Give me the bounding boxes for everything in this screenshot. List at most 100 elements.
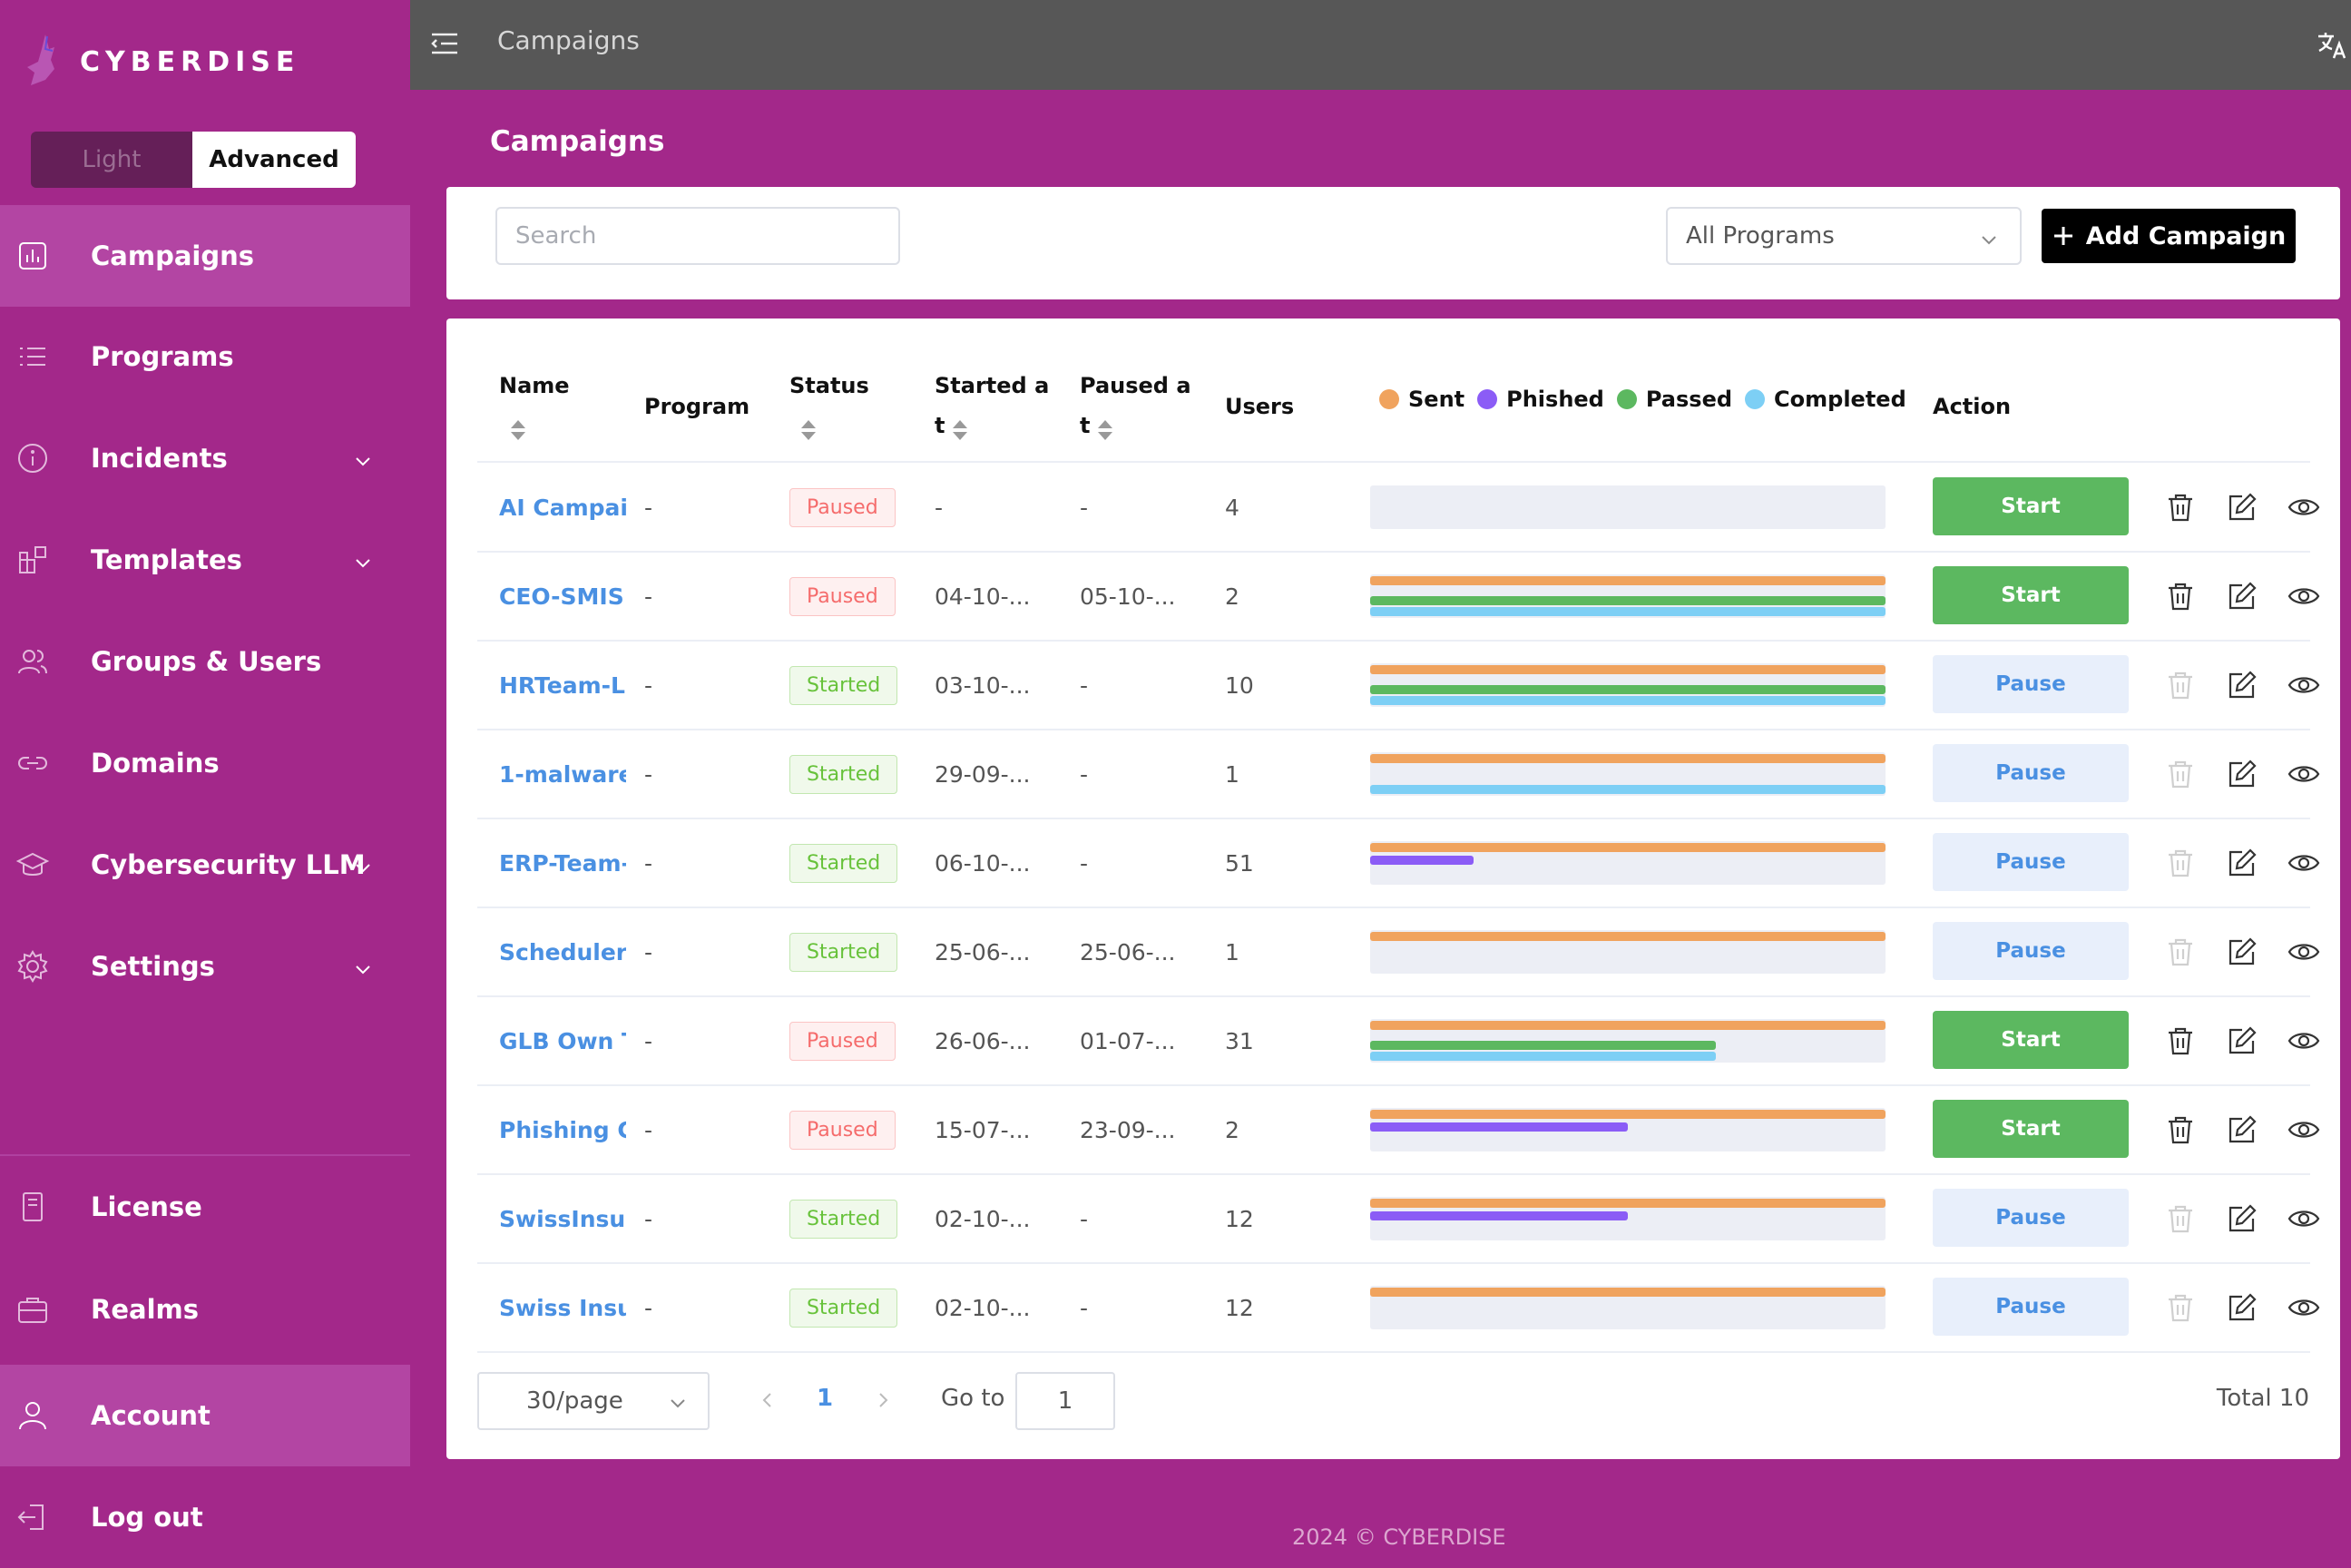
eye-icon[interactable] (2287, 847, 2320, 879)
pause-button[interactable]: Pause (1933, 1189, 2129, 1247)
brand-logo[interactable]: CYBERDISE (18, 25, 299, 98)
add-campaign-button[interactable]: Add Campaign (2042, 209, 2296, 263)
header-paused-at[interactable]: Paused a t (1080, 373, 1191, 440)
campaign-name-link[interactable]: CEO-SMISH (499, 583, 626, 610)
eye-icon[interactable] (2287, 758, 2320, 790)
edit-icon[interactable] (2226, 1202, 2258, 1235)
eye-icon[interactable] (2287, 936, 2320, 968)
eye-icon[interactable] (2287, 580, 2320, 612)
edit-icon[interactable] (2226, 847, 2258, 879)
edit-icon[interactable] (2226, 669, 2258, 701)
users-cell: 31 (1225, 1027, 1254, 1054)
progress-bar (1370, 1019, 1886, 1063)
mode-advanced-option[interactable]: Advanced (192, 132, 356, 188)
mode-toggle[interactable]: Light Advanced (31, 132, 356, 188)
trash-icon[interactable] (2164, 1024, 2197, 1057)
pause-button[interactable]: Pause (1933, 744, 2129, 802)
row-divider (477, 1173, 2310, 1175)
sidebar-item-realms[interactable]: Realms (0, 1259, 410, 1360)
goto-page-input[interactable]: 1 (1015, 1372, 1115, 1430)
eye-icon[interactable] (2287, 1291, 2320, 1324)
sidebar-item-account[interactable]: Account (0, 1365, 410, 1466)
campaign-name-link[interactable]: HRTeam-LI (499, 671, 626, 699)
edit-icon[interactable] (2226, 491, 2258, 524)
phished-bar (1370, 856, 1474, 865)
translate-icon[interactable] (2316, 29, 2348, 62)
sort-icon[interactable] (1097, 415, 1113, 440)
chevron-down-icon (1978, 229, 2000, 250)
pause-button[interactable]: Pause (1933, 833, 2129, 891)
sidebar-item-logout[interactable]: Log out (0, 1466, 410, 1568)
sidebar-item-campaigns[interactable]: Campaigns (0, 205, 410, 307)
paused-at-cell: - (1080, 1205, 1089, 1232)
trash-icon[interactable] (2164, 758, 2197, 790)
sent-bar (1370, 665, 1886, 674)
pause-button[interactable]: Pause (1933, 1278, 2129, 1336)
start-button[interactable]: Start (1933, 477, 2129, 535)
prev-page-icon[interactable] (758, 1390, 778, 1410)
progress-bar (1370, 930, 1886, 974)
sort-icon[interactable] (510, 415, 526, 440)
page-number-current[interactable]: 1 (817, 1385, 834, 1412)
campaign-name-link[interactable]: Phishing Ca (499, 1116, 626, 1143)
sidebar-item-templates[interactable]: Templates (0, 509, 410, 611)
program-select[interactable]: All Programs (1666, 207, 2022, 265)
eye-icon[interactable] (2287, 491, 2320, 524)
started-at-cell: 29-09-... (935, 760, 1031, 788)
sent-bar (1370, 1021, 1886, 1030)
trash-icon[interactable] (2164, 669, 2197, 701)
table-row: Phishing Ca- Paused 15-07-... 23-09-... 2 Sta… (446, 1085, 2340, 1175)
header-started-at[interactable]: Started a t (935, 373, 1050, 440)
paused-at-cell: - (1080, 494, 1089, 521)
edit-icon[interactable] (2226, 580, 2258, 612)
campaign-name-link[interactable]: GLB Own Tr (499, 1027, 626, 1054)
campaign-name-link[interactable]: Swiss Insu (499, 1294, 626, 1321)
sidebar-item-domains[interactable]: Domains (0, 712, 410, 814)
trash-icon[interactable] (2164, 1113, 2197, 1146)
trash-icon[interactable] (2164, 491, 2197, 524)
row-divider (477, 1262, 2310, 1264)
trash-icon[interactable] (2164, 847, 2197, 879)
trash-icon[interactable] (2164, 580, 2197, 612)
page-size-select[interactable]: 30/page (477, 1372, 710, 1430)
campaign-name-link[interactable]: SwissInsur (499, 1205, 626, 1232)
edit-icon[interactable] (2226, 1113, 2258, 1146)
chevron-down-icon (352, 447, 374, 469)
eye-icon[interactable] (2287, 669, 2320, 701)
campaign-name-link[interactable]: ERP-Team- (499, 849, 626, 877)
sidebar-item-cybersecurity-llm[interactable]: Cybersecurity LLM (0, 814, 410, 916)
search-input[interactable]: Search (495, 207, 900, 265)
paused-at-cell: - (1080, 671, 1089, 699)
sidebar-item-settings[interactable]: Settings (0, 916, 410, 1017)
trash-icon[interactable] (2164, 1202, 2197, 1235)
campaign-name-link[interactable]: Scheduler (499, 938, 626, 965)
header-status[interactable]: Status (789, 366, 869, 446)
sidebar-item-incidents[interactable]: Incidents (0, 407, 410, 509)
edit-icon[interactable] (2226, 936, 2258, 968)
trash-icon[interactable] (2164, 1291, 2197, 1324)
eye-icon[interactable] (2287, 1113, 2320, 1146)
pause-button[interactable]: Pause (1933, 922, 2129, 980)
sidebar-item-label: Log out (91, 1502, 203, 1533)
trash-icon[interactable] (2164, 936, 2197, 968)
eye-icon[interactable] (2287, 1024, 2320, 1057)
next-page-icon[interactable] (873, 1390, 893, 1410)
edit-icon[interactable] (2226, 758, 2258, 790)
eye-icon[interactable] (2287, 1202, 2320, 1235)
menu-collapse-icon[interactable] (428, 27, 465, 64)
pause-button[interactable]: Pause (1933, 655, 2129, 713)
campaign-name-link[interactable]: AI Campaig (499, 494, 626, 521)
sidebar-item-license[interactable]: License (0, 1156, 410, 1258)
mode-light-option[interactable]: Light (31, 132, 192, 188)
start-button[interactable]: Start (1933, 1011, 2129, 1069)
start-button[interactable]: Start (1933, 566, 2129, 624)
sort-icon[interactable] (952, 415, 968, 440)
sidebar-item-programs[interactable]: Programs (0, 306, 410, 407)
header-name[interactable]: Name (499, 366, 570, 446)
start-button[interactable]: Start (1933, 1100, 2129, 1158)
edit-icon[interactable] (2226, 1024, 2258, 1057)
edit-icon[interactable] (2226, 1291, 2258, 1324)
campaign-name-link[interactable]: 1-malware (499, 760, 626, 788)
sidebar-item-groups-users[interactable]: Groups & Users (0, 611, 410, 712)
sort-icon[interactable] (800, 415, 817, 440)
